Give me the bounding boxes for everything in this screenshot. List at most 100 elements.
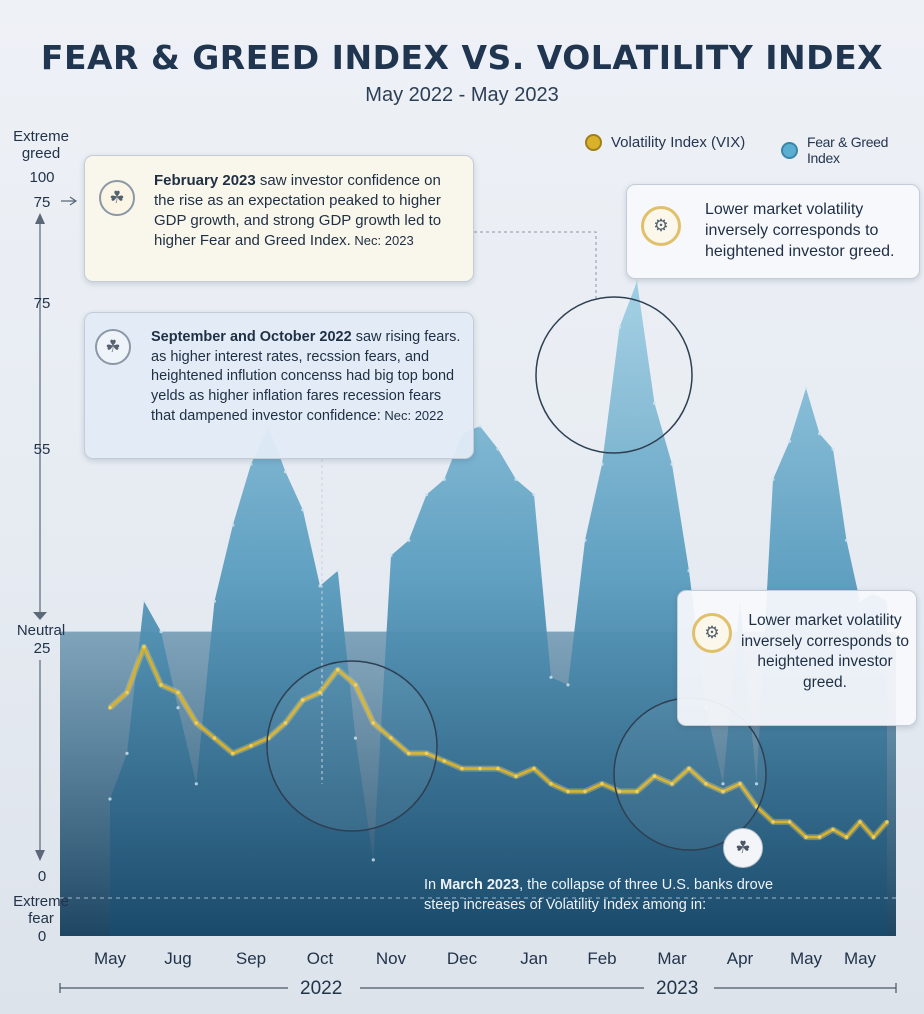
vix-point xyxy=(687,766,691,771)
callout-sep-oct-2022: ☘ September and October 2022 saw rising … xyxy=(84,312,474,459)
gear-icon: ⚙ xyxy=(692,613,732,653)
vix-point xyxy=(771,820,775,824)
vix-point xyxy=(125,690,129,695)
y-label-extreme-greed-line1: Extreme xyxy=(13,128,69,145)
fg-point xyxy=(371,858,375,862)
fg-point xyxy=(125,751,129,756)
gear-icon: ⚙ xyxy=(641,206,681,246)
highlight-circle-feb xyxy=(535,296,693,454)
fg-point xyxy=(231,523,235,527)
callout-feb-source: Nec: 2023 xyxy=(350,233,414,248)
vix-point xyxy=(885,820,889,824)
x-tick-label: Mar xyxy=(657,949,687,968)
vix-point xyxy=(212,736,217,740)
vix-point xyxy=(566,789,570,794)
callout-feb-body: saw investor confidence on the rise as a… xyxy=(154,172,442,249)
y-label-extreme-fear-line1: Extreme xyxy=(13,893,69,910)
vix-point xyxy=(704,782,708,786)
piggy-bank-icon: ☘ xyxy=(99,180,135,216)
y-axis-up-arrow xyxy=(35,213,45,224)
fg-point xyxy=(176,706,180,710)
fg-point xyxy=(159,630,163,634)
fg-point xyxy=(831,447,835,451)
y-tick-100: 100 xyxy=(29,169,55,186)
y-tick-55: 55 xyxy=(33,441,51,458)
vix-point xyxy=(858,820,862,824)
vix-point xyxy=(549,782,553,786)
year-label-2022: 2022 xyxy=(300,978,343,999)
fg-point xyxy=(142,599,146,603)
feb-guide-line xyxy=(474,231,597,300)
y-tick-75-arrow xyxy=(61,196,78,206)
vix-point xyxy=(194,721,199,725)
vix-point xyxy=(721,789,725,794)
legend-item-fg: Fear & Greed Index xyxy=(781,134,924,166)
fg-point xyxy=(301,508,305,512)
fg-point xyxy=(318,584,322,588)
vix-point xyxy=(389,736,393,740)
vix-point xyxy=(460,766,464,771)
vix-point xyxy=(231,751,235,756)
vix-point xyxy=(617,789,622,794)
fg-point xyxy=(283,470,288,474)
vix-point xyxy=(871,835,876,839)
fg-point xyxy=(442,477,446,481)
x-tick-label: Apr xyxy=(727,949,754,968)
callout-sep-text: September and October 2022 saw rising fe… xyxy=(151,328,463,427)
x-tick-label: Feb xyxy=(587,949,616,968)
vix-point xyxy=(844,835,849,839)
fg-point xyxy=(670,462,674,466)
callout-feb-2023: ☘ February 2023 saw investor confidence … xyxy=(84,155,474,282)
chart-title: FEAR & GREED INDEX VS. VOLATILITY INDEX xyxy=(40,38,884,77)
callout-feb-text: February 2023 saw investor confidence on… xyxy=(154,171,459,251)
fg-point xyxy=(844,538,849,542)
vix-point xyxy=(353,683,358,687)
callout-top-right: ⚙ Lower market volatility inversely corr… xyxy=(626,184,920,279)
fg-point xyxy=(771,477,775,481)
highlight-circle-oct xyxy=(266,660,438,832)
legend-label-fg: Fear & Greed Index xyxy=(806,134,889,166)
callout-sep-source: Nec: 2022 xyxy=(380,408,444,423)
vix-point xyxy=(532,766,536,771)
fg-point xyxy=(600,462,604,466)
callout-mid-right-text: Lower market volatility inversely corres… xyxy=(741,612,909,691)
x-tick-label: Nov xyxy=(376,949,407,968)
vix-point xyxy=(336,667,340,672)
vix-point xyxy=(652,774,657,778)
vix-point xyxy=(142,645,146,649)
fg-point xyxy=(389,553,393,558)
fg-point xyxy=(635,279,639,284)
y-tick-0: 0 xyxy=(37,928,47,945)
fg-point xyxy=(194,782,198,786)
x-tick-label: May xyxy=(790,949,823,968)
vix-point xyxy=(442,759,447,763)
fg-point xyxy=(787,439,792,443)
y-label-neutral: Neutral xyxy=(16,622,66,639)
vix-point xyxy=(371,721,376,725)
piggy-bank-icon: ☘ xyxy=(95,329,131,365)
vix-point xyxy=(159,683,163,687)
fg-point xyxy=(532,493,536,497)
x-tick-label: Dec xyxy=(447,949,478,968)
march-2023-note: In March 2023, the collapse of three U.S… xyxy=(424,875,784,915)
fg-point xyxy=(353,736,358,740)
y-axis-down-arrow xyxy=(35,850,45,861)
vix-point xyxy=(831,827,835,832)
x-tick-label: Oct xyxy=(307,949,334,968)
y-label-extreme-fear: Extreme fear xyxy=(8,893,74,927)
fg-point xyxy=(212,599,217,603)
fg-point xyxy=(424,493,429,497)
march-note-lead: March 2023 xyxy=(440,877,520,893)
vix-point xyxy=(754,804,759,809)
vix-point xyxy=(738,782,742,786)
march-note-body: , the collapse of three U.S. banks drove… xyxy=(424,877,774,913)
callout-feb-lead: February 2023 xyxy=(154,172,256,189)
vix-point xyxy=(583,789,587,794)
fg-point xyxy=(687,569,691,573)
y-tick-75: 75 xyxy=(33,295,51,312)
vix-point xyxy=(787,820,792,824)
vix-point xyxy=(424,751,429,756)
fg-point xyxy=(108,797,112,801)
fg-point xyxy=(407,538,411,542)
vix-point xyxy=(496,766,500,771)
